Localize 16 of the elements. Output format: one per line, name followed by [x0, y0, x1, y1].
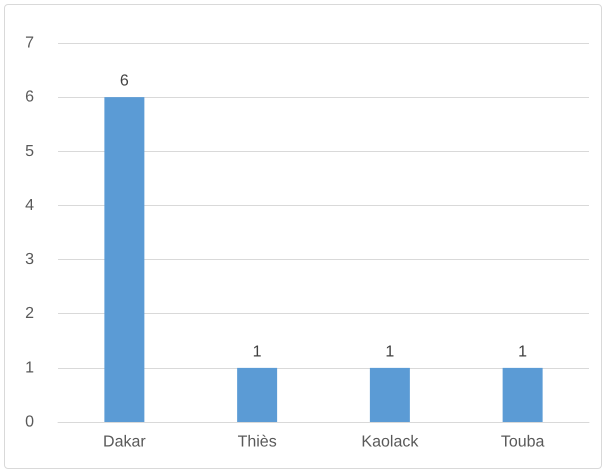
data-label: 1	[385, 343, 394, 360]
y-tick-label: 7	[25, 34, 34, 52]
y-tick-label: 1	[25, 359, 34, 376]
y-tick-label: 2	[25, 305, 34, 322]
y-tick-label: 0	[25, 414, 34, 430]
data-label: 6	[120, 72, 129, 90]
x-tick-label: Touba	[500, 434, 545, 450]
data-label: 1	[252, 343, 262, 360]
y-tick-label: 6	[25, 88, 34, 106]
x-tick-label: Thiès	[238, 434, 277, 450]
y-tick-label: 3	[25, 251, 34, 268]
x-tick-label: Dakar	[103, 434, 146, 450]
y-tick-label: 5	[25, 142, 34, 160]
x-tick-label: Kaolack	[361, 434, 420, 450]
y-tick-label: 4	[25, 196, 34, 214]
data-label: 1	[518, 343, 528, 360]
